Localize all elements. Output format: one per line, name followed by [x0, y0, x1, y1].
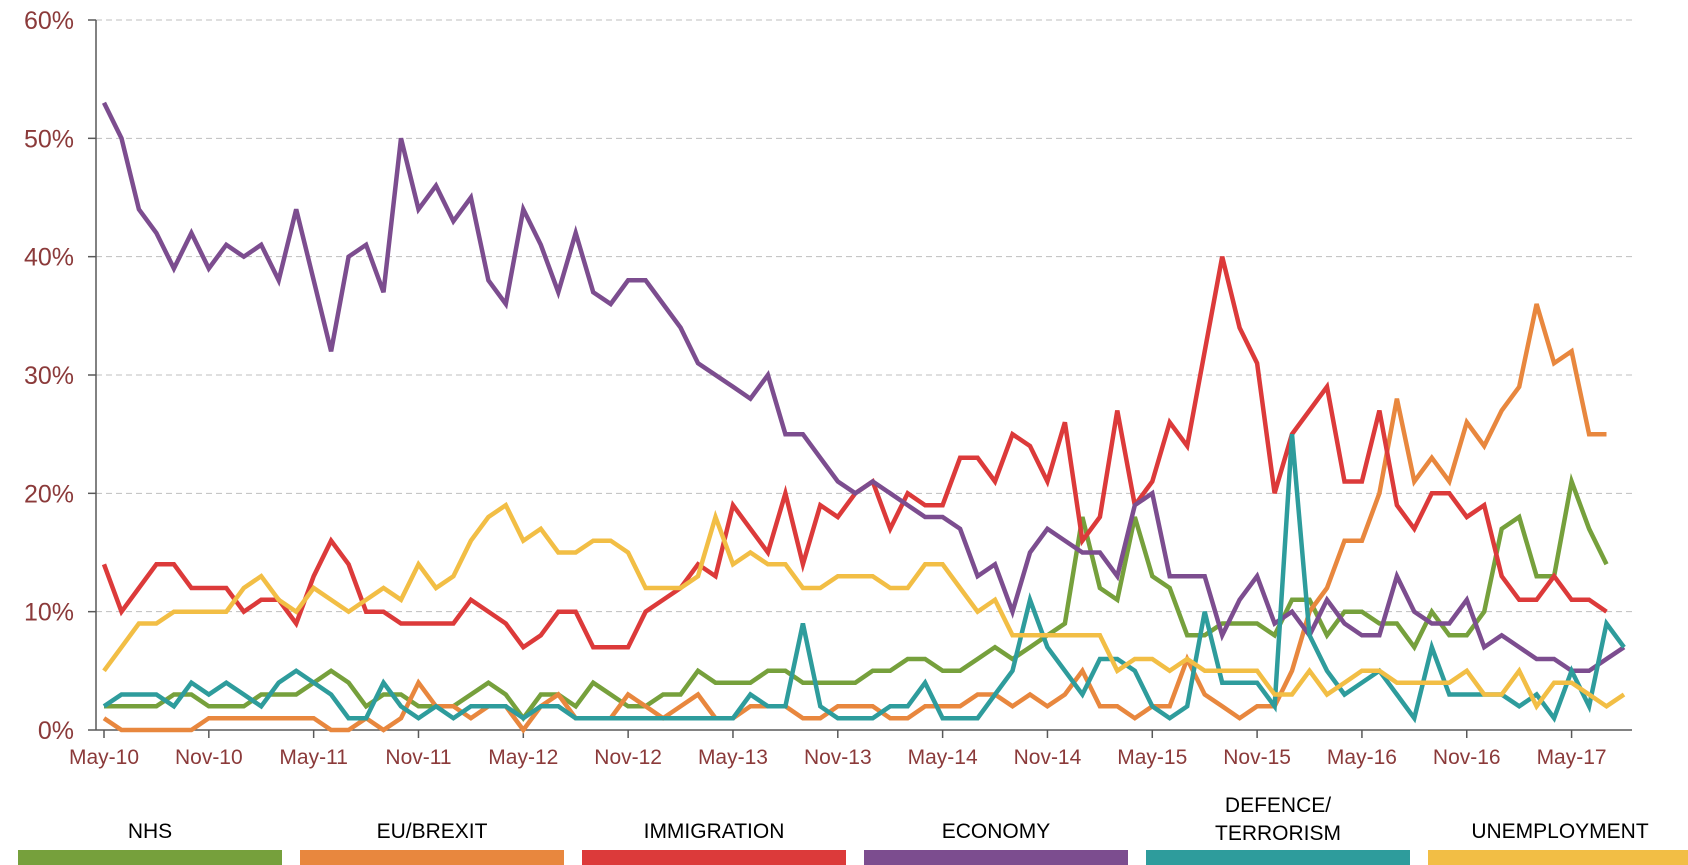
- y-tick-label: 60%: [24, 7, 74, 35]
- y-tick-label: 30%: [24, 362, 74, 390]
- series-lines: [101, 101, 1626, 734]
- series-line-unemployment: [102, 501, 1626, 711]
- x-tick-label: Nov-11: [385, 746, 451, 769]
- x-tick-label: Nov-16: [1433, 746, 1501, 769]
- y-tick-label: 20%: [24, 480, 74, 508]
- legend-swatch-economy: [864, 850, 1128, 865]
- x-tick-label: May-17: [1537, 746, 1607, 769]
- series-line-nhs: [104, 473, 1609, 722]
- legend-label-defence-terrorism: DEFENCE/: [1225, 794, 1331, 817]
- y-tick-label: 0%: [38, 717, 74, 745]
- x-tick-label: May-16: [1327, 746, 1397, 769]
- legend-label-nhs: NHS: [128, 820, 172, 843]
- x-tick-label: Nov-12: [594, 746, 662, 769]
- x-tick-label: May-13: [698, 746, 768, 769]
- x-axis-ticks: May-10 Nov-10 May-11 Nov-11 May-12 Nov-12 May-…: [69, 730, 1607, 769]
- x-tick-label: May-15: [1117, 746, 1187, 769]
- legend: NHS EU/BREXIT IMMIGRATION ECONOMY DEFENCE/TE…: [18, 794, 1688, 865]
- y-axis-ticks: 0% 10% 20% 30% 40% 50% 60%: [24, 7, 96, 745]
- x-tick-label: May-14: [908, 746, 978, 769]
- legend-swatch-defence-terrorism: [1146, 850, 1410, 865]
- grid-lines: [96, 19, 1632, 613]
- series-line-immigration: [101, 256, 1608, 651]
- legend-swatch-nhs: [18, 850, 282, 865]
- series-line-economy: [101, 101, 1626, 674]
- x-tick-label: May-12: [488, 746, 558, 769]
- series-line-defence-terrorism: [102, 434, 1626, 724]
- x-tick-label: May-11: [279, 746, 347, 769]
- legend-swatch-immigration: [582, 850, 846, 865]
- legend-label-eu-brexit: EU/BREXIT: [377, 820, 488, 843]
- legend-label-unemployment: UNEMPLOYMENT: [1471, 820, 1649, 843]
- x-tick-label: Nov-14: [1014, 746, 1082, 769]
- legend-label-immigration: IMMIGRATION: [644, 820, 785, 843]
- x-tick-label: Nov-13: [804, 746, 872, 769]
- legend-swatch-eu-brexit: [300, 850, 564, 865]
- y-tick-label: 10%: [24, 599, 74, 627]
- legend-label-defence-terrorism: TERRORISM: [1215, 822, 1341, 845]
- legend-swatch-unemployment: [1428, 850, 1688, 865]
- y-tick-label: 50%: [24, 125, 74, 153]
- x-tick-label: Nov-10: [175, 746, 243, 769]
- legend-label-economy: ECONOMY: [942, 820, 1051, 843]
- y-tick-label: 40%: [24, 244, 74, 272]
- series-line-eu-brexit: [102, 303, 1607, 734]
- x-tick-label: May-10: [69, 746, 139, 769]
- x-tick-label: Nov-15: [1223, 746, 1291, 769]
